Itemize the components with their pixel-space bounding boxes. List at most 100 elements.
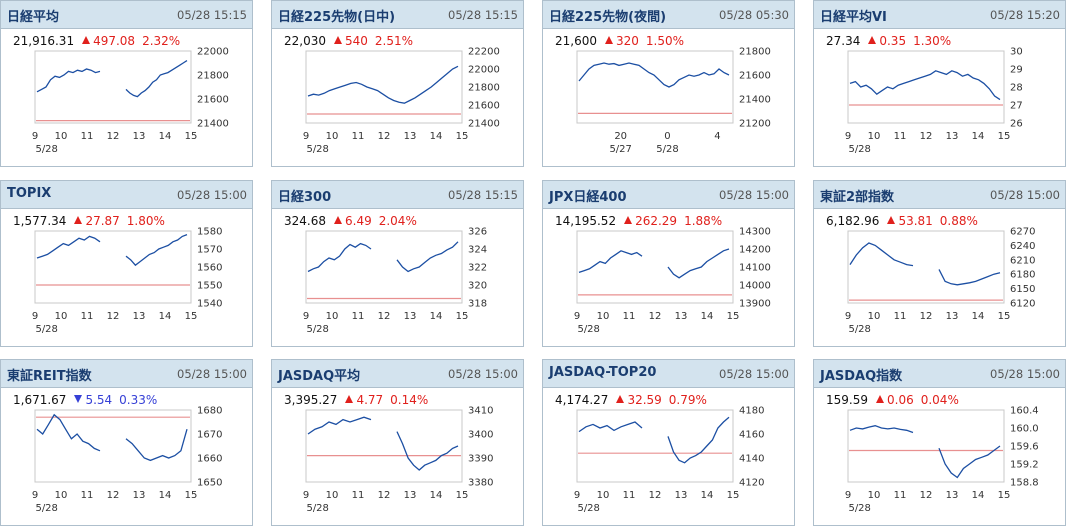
quote-row: 27.34 0.35 1.30% bbox=[826, 34, 951, 48]
panel-header: 日経300 05/28 15:15 bbox=[272, 181, 523, 209]
intraday-chart[interactable]: 22000 21800 21600 21400 9 10 11 12 13 14 15 5/28 bbox=[1, 1, 254, 168]
y-tick-label: 21600 bbox=[197, 95, 229, 106]
intraday-chart[interactable]: 1680 1670 1660 1650 9 10 11 12 13 14 15 5/28 bbox=[1, 360, 254, 527]
price-series-line bbox=[578, 62, 730, 88]
price-series-line bbox=[578, 250, 643, 274]
intraday-chart[interactable]: 30 29 28 27 26 9 10 11 12 13 14 15 5/28 bbox=[814, 1, 1067, 168]
y-tick-label: 6120 bbox=[1010, 299, 1035, 310]
x-tick-label: 9 bbox=[574, 311, 580, 322]
x-tick-label: 11 bbox=[623, 490, 636, 501]
intraday-chart[interactable]: 21800 21600 21400 21200 20 0 4 5/27 5/28 bbox=[543, 1, 796, 168]
index-title-link[interactable]: 日経300 bbox=[278, 190, 332, 205]
x-tick-label: 20 bbox=[614, 131, 627, 142]
index-title-link[interactable]: JASDAQ-TOP20 bbox=[549, 365, 657, 380]
up-triangle-icon bbox=[605, 36, 613, 44]
y-tick-label: 324 bbox=[468, 245, 487, 256]
x-tick-label: 12 bbox=[920, 131, 933, 142]
change-value: 0.06 bbox=[887, 393, 914, 407]
index-title-link[interactable]: JASDAQ指数 bbox=[820, 369, 903, 384]
index-panel[interactable]: 日経225先物(日中) 05/28 15:15 22,030 540 2.51% 2220… bbox=[271, 0, 524, 167]
y-tick-label: 160.0 bbox=[1010, 424, 1039, 435]
y-tick-label: 1570 bbox=[197, 245, 222, 256]
y-tick-label: 21400 bbox=[197, 119, 229, 130]
quote-row: 324.68 6.49 2.04% bbox=[284, 214, 417, 228]
index-panel[interactable]: 日経平均 05/28 15:15 21,916.31 497.08 2.32% 22000… bbox=[0, 0, 253, 167]
y-tick-label: 320 bbox=[468, 281, 487, 292]
x-tick-label: 15 bbox=[727, 311, 740, 322]
x-tick-label: 11 bbox=[81, 131, 94, 142]
price-series-line bbox=[307, 242, 372, 273]
index-title-link[interactable]: TOPIX bbox=[7, 186, 52, 201]
timestamp: 05/28 15:20 bbox=[990, 8, 1060, 22]
y-tick-label: 14200 bbox=[739, 245, 771, 256]
x-tick-label: 9 bbox=[303, 490, 309, 501]
y-tick-label: 21800 bbox=[468, 83, 500, 94]
index-title-link[interactable]: 東証REIT指数 bbox=[7, 369, 92, 384]
quote-row: 14,195.52 262.29 1.88% bbox=[555, 214, 722, 228]
panel-header: 日経225先物(夜間) 05/28 05:30 bbox=[543, 1, 794, 29]
intraday-chart[interactable]: 1580 1570 1560 1550 1540 9 10 11 12 13 14 15 5/28 bbox=[1, 181, 254, 348]
intraday-chart[interactable]: 6270 6240 6210 6180 6150 6120 9 10 11 12 13 14 15 5/2… bbox=[814, 181, 1067, 348]
index-title-link[interactable]: 日経225先物(夜間) bbox=[549, 10, 667, 25]
x-tick-label: 15 bbox=[727, 490, 740, 501]
panel-header: JASDAQ指数 05/28 15:00 bbox=[814, 360, 1065, 388]
date-label: 5/28 bbox=[577, 503, 599, 514]
price-series-line bbox=[667, 248, 730, 279]
index-panel[interactable]: 日経平均VI 05/28 15:20 27.34 0.35 1.30% 30 29 28 27 2… bbox=[813, 0, 1066, 167]
intraday-chart[interactable]: 14300 14200 14100 14000 13900 9 10 11 12 13 14 15 5/… bbox=[543, 181, 796, 348]
x-tick-label: 15 bbox=[185, 311, 198, 322]
index-panel[interactable]: JASDAQ指数 05/28 15:00 159.59 0.06 0.04% 160.4 1… bbox=[813, 359, 1066, 526]
change-percent: 1.80% bbox=[126, 214, 165, 228]
intraday-chart[interactable]: 326 324 322 320 318 9 10 11 12 13 14 15 5/28 bbox=[272, 181, 525, 348]
plot-area bbox=[34, 230, 192, 304]
x-tick-label: 13 bbox=[675, 311, 688, 322]
timestamp: 05/28 15:00 bbox=[177, 367, 247, 381]
x-tick-label: 15 bbox=[998, 490, 1011, 501]
index-title-link[interactable]: 東証2部指数 bbox=[820, 190, 895, 205]
date-label: 5/28 bbox=[848, 503, 870, 514]
x-tick-label: 14 bbox=[972, 131, 985, 142]
index-panel[interactable]: JASDAQ-TOP20 05/28 15:00 4,174.27 32.59 0.79… bbox=[542, 359, 795, 526]
x-tick-label: 9 bbox=[303, 131, 309, 142]
date-label: 5/28 bbox=[306, 144, 328, 155]
panel-header: 日経225先物(日中) 05/28 15:15 bbox=[272, 1, 523, 29]
index-title-link[interactable]: 日経平均 bbox=[7, 10, 60, 25]
price-series-line bbox=[578, 421, 643, 433]
index-panel[interactable]: 東証REIT指数 05/28 15:00 1,671.67 5.54 0.33% 1680… bbox=[0, 359, 253, 526]
x-tick-label: 13 bbox=[675, 490, 688, 501]
y-tick-label: 159.2 bbox=[1010, 460, 1039, 471]
change-percent: 2.32% bbox=[142, 34, 181, 48]
timestamp: 05/28 15:00 bbox=[990, 188, 1060, 202]
x-tick-label: 11 bbox=[894, 311, 907, 322]
index-title-link[interactable]: JASDAQ平均 bbox=[278, 369, 361, 384]
y-tick-label: 28 bbox=[1010, 83, 1023, 94]
index-panel[interactable]: 日経225先物(夜間) 05/28 05:30 21,600 320 1.50% 2180… bbox=[542, 0, 795, 167]
x-tick-label: 9 bbox=[845, 490, 851, 501]
x-tick-label: 14 bbox=[159, 490, 172, 501]
price-series-line bbox=[938, 445, 1001, 479]
index-title-link[interactable]: 日経225先物(日中) bbox=[278, 10, 396, 25]
y-tick-label: 158.8 bbox=[1010, 478, 1039, 489]
index-panel[interactable]: JASDAQ平均 05/28 15:00 3,395.27 4.77 0.14% 3410… bbox=[271, 359, 524, 526]
panel-header: 東証REIT指数 05/28 15:00 bbox=[1, 360, 252, 388]
timestamp: 05/28 05:30 bbox=[719, 8, 789, 22]
y-tick-label: 21200 bbox=[739, 119, 771, 130]
x-tick-label: 13 bbox=[946, 311, 959, 322]
x-tick-label: 10 bbox=[597, 311, 610, 322]
intraday-chart[interactable]: 160.4 160.0 159.6 159.2 158.8 9 10 11 12 13 14 15 5/… bbox=[814, 360, 1067, 527]
index-panel[interactable]: 東証2部指数 05/28 15:00 6,182.96 53.81 0.88% 6270 6… bbox=[813, 180, 1066, 347]
x-tick-label: 9 bbox=[845, 311, 851, 322]
x-tick-label: 9 bbox=[32, 311, 38, 322]
index-title-link[interactable]: JPX日経400 bbox=[549, 190, 627, 205]
index-panel[interactable]: 日経300 05/28 15:15 324.68 6.49 2.04% 326 324 322… bbox=[271, 180, 524, 347]
intraday-chart[interactable]: 3410 3400 3390 3380 9 10 11 12 13 14 15 5/28 bbox=[272, 360, 525, 527]
y-tick-label: 21800 bbox=[197, 71, 229, 82]
intraday-chart[interactable]: 22200 22000 21800 21600 21400 9 10 11 12 13 14 15 5/… bbox=[272, 1, 525, 168]
x-tick-label: 9 bbox=[574, 490, 580, 501]
change-value: 262.29 bbox=[635, 214, 678, 228]
intraday-chart[interactable]: 4180 4160 4140 4120 9 10 11 12 13 14 15 5/28 bbox=[543, 360, 796, 527]
panel-header: JASDAQ平均 05/28 15:00 bbox=[272, 360, 523, 388]
index-title-link[interactable]: 日経平均VI bbox=[820, 10, 887, 25]
index-panel[interactable]: JPX日経400 05/28 15:00 14,195.52 262.29 1.88% 1… bbox=[542, 180, 795, 347]
index-panel[interactable]: TOPIX 05/28 15:00 1,577.34 27.87 1.80% 1580 15… bbox=[0, 180, 253, 347]
